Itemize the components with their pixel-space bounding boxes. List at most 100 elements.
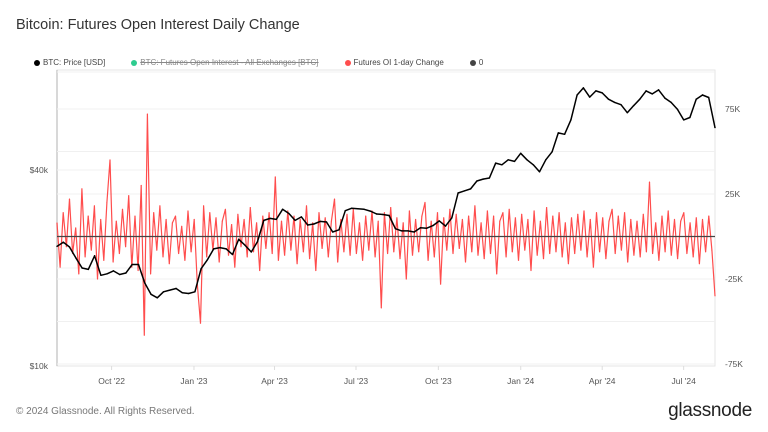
oi-change-point [701, 218, 704, 221]
oi-change-point [65, 246, 67, 248]
oi-change-point [393, 251, 395, 253]
legend-item-price[interactable]: BTC: Price [USD] [34, 58, 105, 67]
oi-change-point [627, 261, 629, 263]
price-point [187, 292, 190, 295]
oi-change-point [480, 222, 482, 224]
price-point [651, 93, 654, 95]
price-point [708, 96, 710, 99]
oi-change-point [617, 215, 619, 217]
price-point [532, 164, 534, 166]
oi-change-point [324, 217, 326, 219]
oi-change-point [446, 249, 448, 251]
price-point [463, 190, 466, 192]
oi-change-point [305, 205, 308, 207]
price-point [137, 263, 140, 266]
oi-change-point [689, 222, 691, 224]
price-point [601, 92, 603, 94]
price-point [632, 105, 635, 107]
oi-change-point [234, 266, 236, 268]
price-line [56, 87, 716, 299]
oi-change-point [159, 205, 161, 207]
oi-change-point [231, 224, 233, 226]
price-point [451, 217, 453, 219]
oi-change-point [362, 259, 364, 261]
price-point [244, 244, 246, 246]
oi-change-point [318, 212, 320, 214]
price-point [513, 160, 516, 163]
oi-change-point [262, 215, 264, 217]
price-point [714, 126, 716, 129]
oi-change-point [589, 218, 591, 221]
x-tick-label: Jan '23 [180, 376, 207, 386]
price-point [281, 208, 284, 210]
legend-item-oi-change[interactable]: Futures OI 1-day Change [344, 58, 444, 67]
oi-change-point [555, 251, 557, 253]
oi-change-point [468, 215, 470, 217]
price-point [263, 219, 265, 222]
oi-change-point [436, 212, 439, 214]
oi-change-point [312, 222, 314, 224]
oi-change-point [90, 249, 92, 251]
price-point [231, 253, 234, 256]
oi-change-point [343, 251, 345, 253]
price-point [407, 230, 409, 232]
oi-change-point [265, 247, 267, 249]
oi-change-point [374, 256, 376, 258]
oi-change-point [396, 217, 398, 219]
oi-change-point [567, 263, 570, 265]
legend-dot-icon [469, 59, 476, 66]
oi-change-point [415, 218, 417, 221]
price-point [582, 87, 585, 89]
oi-change-point [642, 213, 644, 215]
oi-change-point [181, 225, 183, 227]
oi-change-point [711, 249, 713, 251]
price-point [181, 291, 184, 294]
x-tick-label: Apr '24 [589, 376, 616, 386]
price-point [288, 212, 290, 215]
y-left-tick-label: $40k [30, 165, 49, 175]
oi-change-point [337, 261, 339, 263]
oi-change-point [240, 246, 242, 248]
price-point [614, 101, 616, 104]
price-point [551, 151, 553, 153]
oi-change-point [383, 212, 386, 214]
oi-change-point [648, 181, 651, 183]
oi-change-point [636, 220, 638, 222]
price-point [81, 267, 83, 269]
oi-change-point [224, 208, 226, 210]
oi-change-point [271, 252, 273, 255]
oi-change-point [655, 222, 657, 224]
x-tick-label: Oct '22 [98, 376, 125, 386]
oi-change-point [100, 218, 102, 221]
oi-change-point [561, 256, 563, 258]
price-point [156, 297, 158, 299]
oi-change-point [608, 220, 610, 222]
oi-change-point [268, 212, 270, 214]
legend-item-open-interest[interactable]: BTC: Futures Open Interest - All Exchang… [131, 58, 319, 67]
oi-change-point [427, 259, 429, 261]
oi-change-point [546, 207, 548, 209]
oi-change-point [673, 218, 676, 221]
oi-change-point [140, 184, 142, 187]
oi-change-point [103, 259, 105, 261]
price-point [620, 103, 622, 106]
price-point [106, 273, 108, 275]
chart-title: Bitcoin: Futures Open Interest Daily Cha… [16, 17, 300, 33]
legend-dot-icon [34, 59, 40, 66]
oi-change-point [524, 249, 526, 251]
oi-change-point [96, 278, 99, 280]
oi-change-point [595, 212, 598, 214]
oi-change-point [280, 220, 283, 222]
oi-change-point [533, 210, 535, 212]
oi-change-point [206, 256, 208, 258]
oi-change-point [321, 247, 323, 249]
oi-change-point [439, 283, 442, 285]
oi-change-point [143, 334, 145, 336]
y-left-tick-label: $10k [30, 361, 49, 371]
oi-change-point [676, 258, 679, 260]
oi-change-point [349, 254, 351, 256]
oi-change-point [489, 252, 492, 255]
price-point [382, 213, 384, 216]
oi-change-point [623, 212, 626, 214]
legend-item-zero[interactable]: 0 [469, 58, 483, 67]
